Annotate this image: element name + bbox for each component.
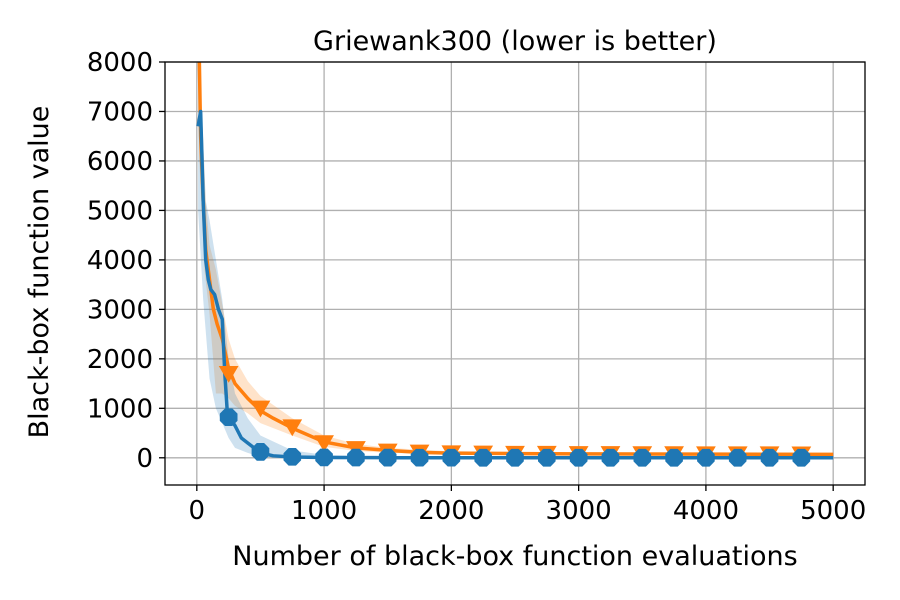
- y-tick-label: 4000: [87, 246, 153, 276]
- series-marker-1: [538, 448, 556, 467]
- x-tick-label: 5000: [800, 496, 866, 526]
- series-marker-1: [728, 448, 747, 467]
- x-tick-label: 3000: [546, 496, 612, 526]
- series-marker-1: [219, 408, 238, 426]
- x-tick-label: 2000: [418, 496, 484, 526]
- x-tick-label: 1000: [291, 496, 357, 526]
- y-tick-label: 1000: [87, 394, 153, 424]
- series-marker-0: [250, 400, 271, 418]
- series-marker-0: [314, 435, 334, 453]
- y-tick-label: 2000: [87, 345, 153, 375]
- x-axis-label: Number of black-box function evaluations: [232, 541, 797, 572]
- grid: [165, 61, 865, 485]
- confidence-bands: [198, 62, 834, 458]
- series-line-1: [196, 109, 834, 460]
- y-tick-label: 5000: [87, 196, 153, 226]
- series-marker-1: [283, 448, 302, 466]
- series-marker-1: [569, 448, 588, 467]
- x-axis-ticks: 0 1000 2000 3000 4000 5000: [189, 485, 866, 526]
- x-tick-label: 4000: [673, 496, 739, 526]
- series-marker-1: [633, 448, 652, 467]
- y-axis-ticks: 0 1000 2000 3000 4000 5000 6000 7000 8000: [87, 48, 165, 474]
- y-tick-label: 0: [136, 444, 153, 474]
- series-marker-1: [792, 448, 811, 467]
- series-marker-1: [601, 448, 620, 467]
- y-tick-label: 6000: [87, 147, 153, 177]
- series-marker-1: [665, 448, 683, 467]
- series-marker-1: [410, 448, 429, 467]
- series-marker-1: [378, 448, 397, 467]
- series-line-0: [197, 62, 834, 457]
- y-tick-label: 8000: [87, 48, 153, 78]
- series-marker-1: [442, 448, 461, 467]
- series-marker-1: [760, 448, 779, 467]
- plot-frame: [164, 61, 866, 486]
- x-tick-label: 0: [189, 496, 206, 526]
- series-marker-1: [251, 443, 270, 461]
- series-band-0: [199, 62, 834, 456]
- series-marker-0: [282, 419, 303, 437]
- series-marker-1: [697, 448, 715, 467]
- series-markers: [218, 365, 812, 467]
- series-marker-1: [506, 448, 524, 467]
- series-marker-1: [474, 448, 492, 467]
- y-axis-label: Black-box function value: [24, 106, 55, 439]
- y-tick-label: 3000: [87, 295, 153, 325]
- y-tick-label: 7000: [87, 97, 153, 127]
- chart-title: Griewank300 (lower is better): [313, 26, 717, 57]
- series-marker-1: [315, 448, 333, 467]
- series-marker-1: [347, 448, 365, 467]
- series-marker-0: [218, 365, 239, 383]
